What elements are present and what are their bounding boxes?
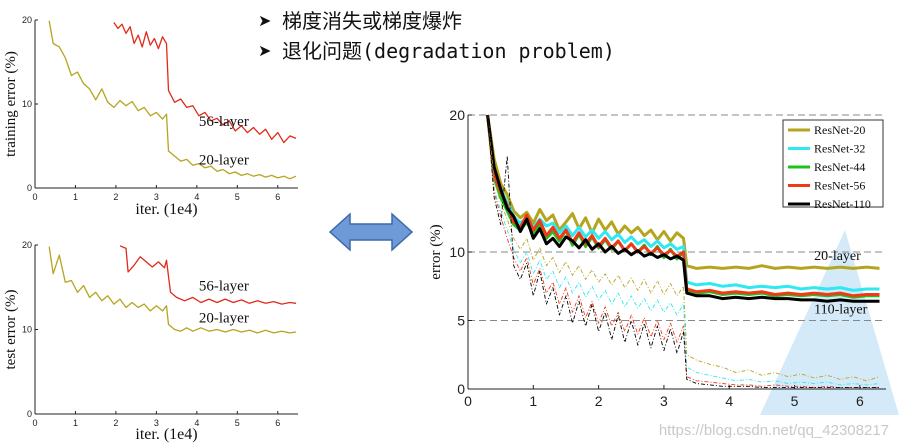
- y-tick-label: 0: [27, 409, 32, 419]
- x-tick-label: 4: [194, 192, 199, 202]
- y-tick-label: 10: [22, 99, 32, 109]
- series-annotation: 110-layer: [814, 303, 867, 318]
- y-tick-label: 20: [449, 107, 465, 123]
- y-tick-label: 0: [457, 381, 465, 397]
- x-tick-label: 5: [235, 418, 240, 428]
- series-line-20-layer: [48, 20, 297, 180]
- x-tick-label: 1: [73, 418, 78, 428]
- legend-label: ResNet-20: [814, 123, 865, 137]
- x-tick-label: 2: [113, 192, 118, 202]
- x-tick-label: 6: [856, 393, 864, 409]
- x-tick-label: 1: [73, 192, 78, 202]
- resnet-error-chart: 0 1 2 3 4 5 6 0 5 10 20 error (%) 20-layer 110-layer R…: [428, 107, 886, 409]
- test-error-chart: 0 1 2 3 4 5 6 0 10 20 iter. (1e4) test error (%) 56-…: [3, 240, 298, 443]
- watermark: https://blog.csdn.net/qq_42308217: [658, 422, 889, 439]
- x-tick-label: 5: [235, 192, 240, 202]
- x-tick-label: 0: [464, 393, 472, 409]
- x-tick-label: 6: [275, 192, 280, 202]
- bullet-item: ➤ 退化问题(degradation problem): [258, 36, 615, 66]
- y-tick-label: 5: [457, 313, 465, 329]
- bullet-text: 退化问题(degradation problem): [282, 39, 615, 63]
- series-annotation: 56-layer: [199, 279, 249, 295]
- arrowhead-bullet-icon: ➤: [258, 41, 272, 60]
- series-line-resnet-110-train: [487, 114, 880, 389]
- y-tick-label: 10: [449, 244, 465, 260]
- y-axis-label: test error (%): [3, 290, 19, 370]
- series-annotation: 56-layer: [199, 114, 249, 130]
- x-tick-label: 6: [275, 418, 280, 428]
- x-tick-label: 4: [194, 418, 199, 428]
- bullet-list: ➤ 梯度消失或梯度爆炸 ➤ 退化问题(degradation problem): [258, 6, 615, 66]
- series-line-resnet-32-train: [487, 114, 880, 386]
- arrowhead-bullet-icon: ➤: [258, 11, 272, 30]
- legend-label: ResNet-110: [814, 197, 871, 211]
- y-axis-label: training error (%): [3, 51, 19, 157]
- x-tick-label: 0: [32, 192, 37, 202]
- x-tick-label: 2: [595, 393, 603, 409]
- x-tick-label: 3: [154, 418, 159, 428]
- x-tick-label: 3: [660, 393, 668, 409]
- double-arrow-icon: [328, 212, 414, 252]
- y-tick-label: 10: [22, 325, 32, 335]
- series-line-resnet-56-train: [487, 114, 880, 389]
- training-error-chart: 0 1 2 3 4 5 6 0 10 20 iter. (1e4) training error (%…: [3, 15, 298, 218]
- series-annotation: 20-layer: [814, 249, 861, 264]
- series-line-56-layer: [119, 245, 297, 305]
- series-line-resnet-20: [486, 114, 880, 270]
- legend-label: ResNet-44: [814, 160, 865, 174]
- background-triangle: [760, 230, 899, 415]
- series-line-20-layer: [48, 246, 297, 334]
- bullet-text: 梯度消失或梯度爆炸: [282, 9, 462, 33]
- series-line-56-layer: [113, 22, 297, 144]
- series-annotation: 20-layer: [199, 152, 249, 168]
- legend-label: ResNet-56: [814, 179, 865, 193]
- y-tick-label: 20: [22, 15, 32, 25]
- y-tick-label: 20: [22, 240, 32, 250]
- x-tick-label: 4: [725, 393, 733, 409]
- legend-label: ResNet-32: [814, 142, 865, 156]
- x-axis-label: iter. (1e4): [135, 426, 197, 443]
- bullet-item: ➤ 梯度消失或梯度爆炸: [258, 6, 615, 36]
- y-axis-label: error (%): [428, 224, 444, 279]
- x-tick-label: 1: [529, 393, 537, 409]
- x-tick-label: 2: [113, 418, 118, 428]
- x-tick-label: 0: [32, 418, 37, 428]
- y-tick-label: 0: [27, 183, 32, 193]
- series-annotation: 20-layer: [199, 311, 249, 327]
- series-line-resnet-20-train: [487, 114, 880, 382]
- x-tick-label: 5: [791, 393, 799, 409]
- legend-box: [782, 119, 884, 208]
- x-axis-label: iter. (1e4): [135, 201, 197, 218]
- series-line-resnet-110: [486, 114, 880, 303]
- x-tick-label: 3: [154, 192, 159, 202]
